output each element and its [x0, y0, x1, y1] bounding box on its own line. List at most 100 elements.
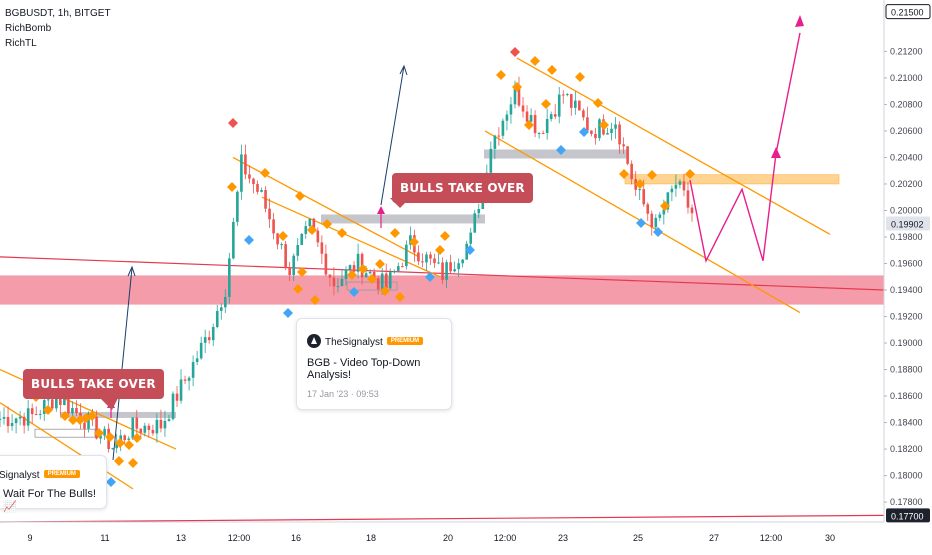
direction-arrowhead	[399, 64, 408, 76]
author-name[interactable]: TheSignalyst	[325, 337, 383, 348]
candle	[288, 267, 291, 275]
signal-marker	[310, 295, 320, 305]
candle	[304, 226, 308, 234]
candle	[131, 417, 135, 439]
candle	[211, 327, 215, 341]
candle	[574, 100, 577, 108]
y-tick-label: 0.17800	[890, 497, 923, 507]
candle	[0, 418, 2, 420]
candle	[272, 219, 275, 234]
candle	[103, 428, 106, 436]
direction-arrow	[112, 267, 133, 461]
candle	[618, 124, 621, 145]
candle	[533, 115, 537, 134]
candle	[453, 269, 456, 272]
candle	[606, 133, 609, 135]
signal-marker	[297, 267, 307, 277]
candle	[372, 271, 376, 279]
candle	[75, 408, 78, 413]
candle	[50, 399, 54, 409]
candle	[678, 181, 682, 185]
candle	[638, 189, 642, 191]
channel-line	[0, 402, 134, 490]
candle	[429, 254, 432, 259]
indicator-richbomb[interactable]: RichBomb	[5, 23, 52, 34]
candle	[553, 114, 557, 117]
signal-marker	[390, 228, 400, 238]
signal-marker	[43, 405, 53, 415]
candle	[521, 105, 525, 112]
premium-badge: PREMIUM	[386, 336, 424, 345]
y-tick-label: 0.20000	[890, 205, 923, 215]
candle	[300, 233, 304, 246]
candle	[292, 255, 296, 275]
candle	[670, 188, 674, 193]
candle	[646, 204, 650, 214]
price-tag-current	[886, 216, 930, 231]
direction-arrow	[380, 65, 405, 206]
buy-signal-marker	[244, 235, 254, 245]
candle	[368, 271, 372, 274]
candle	[457, 263, 460, 270]
idea-card-main[interactable]: TheSignalyst PREMIUM BGB - Video Top-Down…	[296, 318, 452, 410]
callout-tail	[100, 398, 118, 410]
price-tag-top	[885, 4, 931, 20]
candle	[151, 429, 155, 434]
signal-marker	[60, 411, 70, 421]
candle	[320, 242, 324, 254]
candle	[489, 148, 493, 173]
candle	[115, 441, 118, 449]
indicator-richtl[interactable]: RichTL	[5, 38, 37, 49]
candle	[42, 400, 46, 414]
idea-title[interactable]: BGB - Video Top-Down Analysis!	[307, 357, 421, 381]
candle	[437, 262, 440, 264]
candle	[2, 416, 6, 419]
range-box	[484, 149, 628, 159]
candle	[55, 396, 58, 409]
candle	[433, 258, 436, 264]
candle	[30, 408, 34, 415]
candle	[312, 218, 316, 231]
signal-marker	[295, 191, 305, 201]
candle	[642, 189, 646, 205]
signal-marker	[115, 438, 125, 448]
projection-path	[689, 32, 801, 263]
candle	[215, 310, 219, 328]
signal-marker	[68, 415, 78, 425]
price-tag-current-label: 0.19902	[891, 219, 924, 229]
candle	[199, 342, 203, 359]
candle	[565, 94, 569, 96]
bulls-take-over-callout-right: BULLS TAKE OVER	[392, 173, 533, 203]
candle	[501, 120, 505, 136]
buy-signal-marker	[349, 287, 359, 297]
price-tag-bottom	[886, 508, 930, 523]
candle	[167, 419, 171, 421]
candle	[674, 184, 678, 189]
candle	[203, 337, 207, 343]
idea-card-left[interactable]: Signalyst PREMIUM Wait For The Bulls! 📈	[0, 455, 107, 513]
candle	[405, 244, 408, 267]
author-name-left[interactable]: Signalyst	[0, 470, 40, 481]
y-tick-label: 0.20400	[890, 152, 923, 162]
signal-marker	[94, 428, 104, 438]
signal-marker	[132, 433, 142, 443]
candle	[6, 416, 10, 427]
candle	[690, 207, 694, 214]
signal-marker	[619, 169, 629, 179]
x-tick-label: 11	[100, 533, 109, 543]
candle	[409, 235, 412, 245]
y-tick-label: 0.20600	[890, 126, 923, 136]
candle	[421, 261, 424, 263]
y-tick-label: 0.19600	[890, 259, 923, 269]
candle	[686, 190, 690, 208]
y-tick-label: 0.19000	[890, 338, 923, 348]
candle	[63, 399, 66, 405]
y-tick-label: 0.20800	[890, 99, 923, 109]
candle	[95, 416, 98, 439]
idea-title-left[interactable]: Wait For The Bulls! 📈	[3, 488, 96, 513]
support-zone	[0, 275, 884, 305]
signal-marker	[128, 458, 138, 468]
candle	[610, 128, 613, 134]
